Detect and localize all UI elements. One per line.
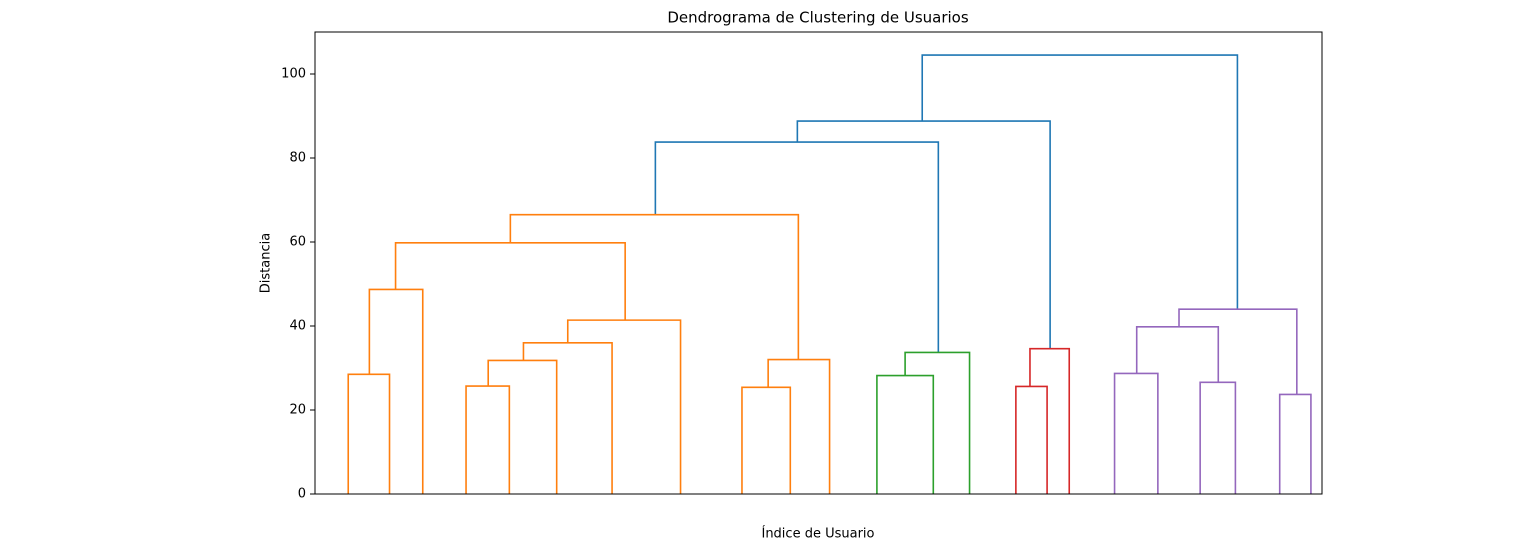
y-tick-label: 80 — [289, 151, 306, 166]
dendrogram-link — [566, 319, 682, 494]
y-tick-label: 20 — [289, 403, 306, 418]
dendrogram-link — [654, 141, 940, 353]
dendrogram-link — [1178, 308, 1298, 395]
dendrogram-link — [465, 385, 511, 494]
dendrogram-link — [487, 359, 558, 494]
dendrogram-link — [1278, 393, 1312, 494]
dendrogram-link — [509, 213, 800, 360]
dendrogram-link — [796, 120, 1051, 349]
y-tick-label: 40 — [289, 319, 306, 334]
dendrogram-link — [1029, 347, 1071, 494]
dendrogram-link — [767, 358, 831, 494]
dendrogram-link — [368, 288, 424, 494]
plot-frame — [314, 31, 1323, 495]
y-tick-label: 60 — [289, 235, 306, 250]
dendrogram-link — [1199, 381, 1237, 494]
chart-title: Dendrograma de Clustering de Usuarios — [667, 9, 969, 27]
y-tick-label: 0 — [298, 487, 306, 502]
dendrogram-link — [347, 373, 391, 494]
dendrogram-link — [1135, 326, 1220, 383]
dendrogram-link — [394, 242, 626, 321]
dendrogram-link — [921, 54, 1239, 310]
y-tick-label: 100 — [281, 67, 306, 82]
dendrogram-link — [741, 386, 792, 494]
x-axis-label: Índice de Usuario — [761, 526, 874, 542]
dendrogram-link — [1015, 385, 1048, 494]
y-axis-label: Distancia — [259, 233, 274, 293]
dendrogram-link — [904, 351, 971, 494]
dendrogram-link — [876, 374, 935, 494]
dendrogram-link — [522, 342, 613, 494]
dendrogram-link — [1113, 372, 1159, 494]
